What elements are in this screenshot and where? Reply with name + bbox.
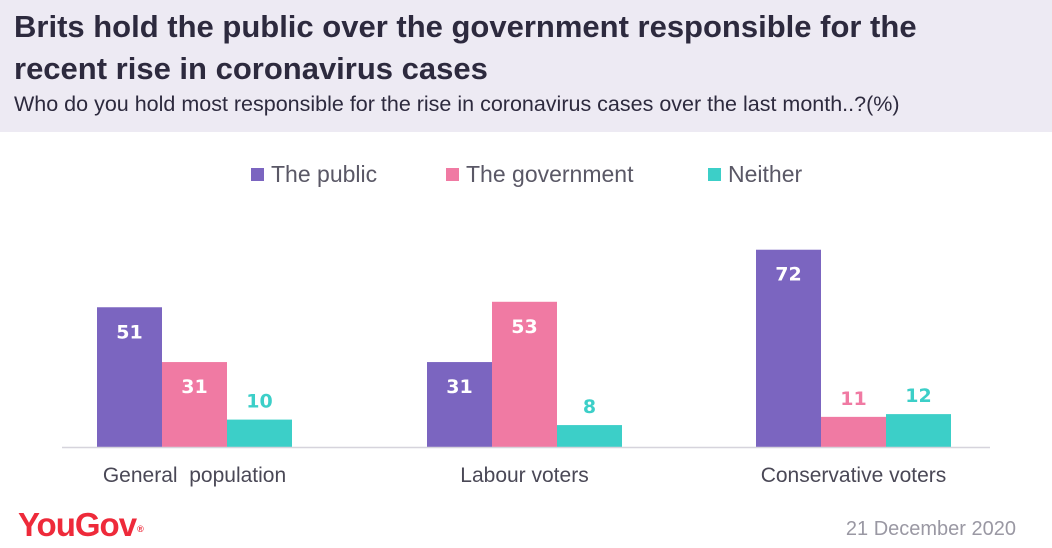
legend-label-the-public: The public xyxy=(271,160,378,187)
registered-mark: ® xyxy=(137,524,144,534)
chart-title: Brits hold the public over the governmen… xyxy=(14,9,917,86)
bar-the-government-0 xyxy=(162,362,227,447)
legend-label-neither: Neither xyxy=(728,160,803,187)
data-label: 12 xyxy=(905,385,931,407)
yougov-logo: YouGov® xyxy=(18,505,144,545)
bar-neither-0 xyxy=(227,419,292,447)
legend-item-the-government: The government xyxy=(446,158,633,190)
data-label: 10 xyxy=(246,391,272,413)
category-label: General population xyxy=(103,464,286,487)
bar-the-government-1 xyxy=(492,301,557,447)
category-label: Conservative voters xyxy=(761,464,947,487)
data-label: 51 xyxy=(116,321,142,343)
chart-subtitle: Who do you hold most responsible for the… xyxy=(14,92,900,116)
data-label: 11 xyxy=(840,388,866,410)
legend: The public The government Neither xyxy=(0,158,1052,190)
data-label: 31 xyxy=(446,376,472,398)
bar-the-public-1 xyxy=(427,362,492,447)
data-label: 53 xyxy=(511,316,537,338)
legend-swatch-the-government xyxy=(446,167,459,181)
data-label: 72 xyxy=(775,264,801,286)
bar-the-public-0 xyxy=(97,307,162,447)
yougov-logo-text: YouGov xyxy=(18,506,137,543)
bar-the-government-2 xyxy=(821,416,886,447)
legend-item-the-public: The public xyxy=(251,158,377,190)
header-band: Brits hold the public over the governmen… xyxy=(0,0,1052,132)
bar-the-public-2 xyxy=(756,249,821,447)
legend-label-the-government: The government xyxy=(466,160,634,187)
legend-swatch-the-public xyxy=(251,167,264,181)
legend-swatch-neither xyxy=(708,167,721,181)
publish-date: 21 December 2020 xyxy=(845,518,1016,540)
bar-neither-1 xyxy=(557,425,622,447)
legend-item-neither: Neither xyxy=(708,158,802,190)
bar-neither-2 xyxy=(886,414,951,447)
category-label: Labour voters xyxy=(460,464,588,487)
data-label: 8 xyxy=(583,396,596,418)
data-label: 31 xyxy=(181,376,207,398)
